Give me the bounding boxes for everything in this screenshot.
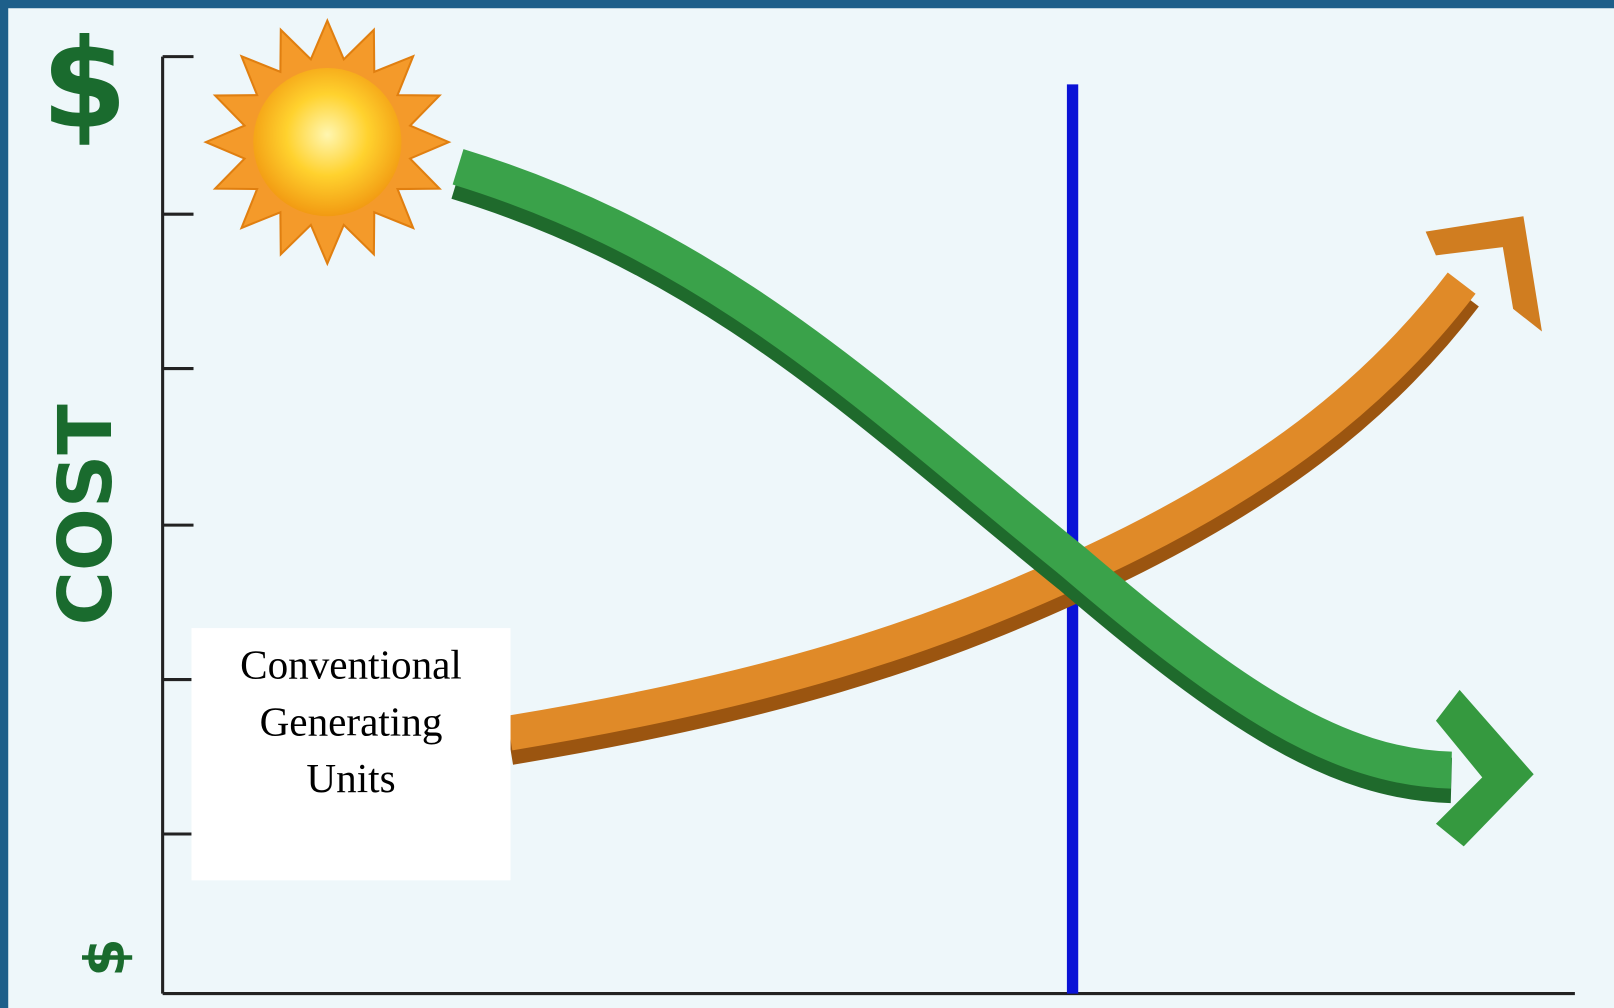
label-line: Units [306, 755, 395, 801]
page: $ COST $ Conventional Generating Units (… [0, 0, 1614, 1008]
label-line: Conventional [240, 642, 462, 688]
diagram: $ COST $ Conventional Generating Units [0, 0, 1614, 1008]
label-line: Generating [260, 698, 443, 744]
bottom-dollar: $ [73, 938, 138, 977]
axis-title: COST [43, 404, 129, 626]
sun-disc [253, 68, 401, 216]
sun-icon [206, 21, 449, 264]
top-dollar: $ [41, 12, 127, 156]
